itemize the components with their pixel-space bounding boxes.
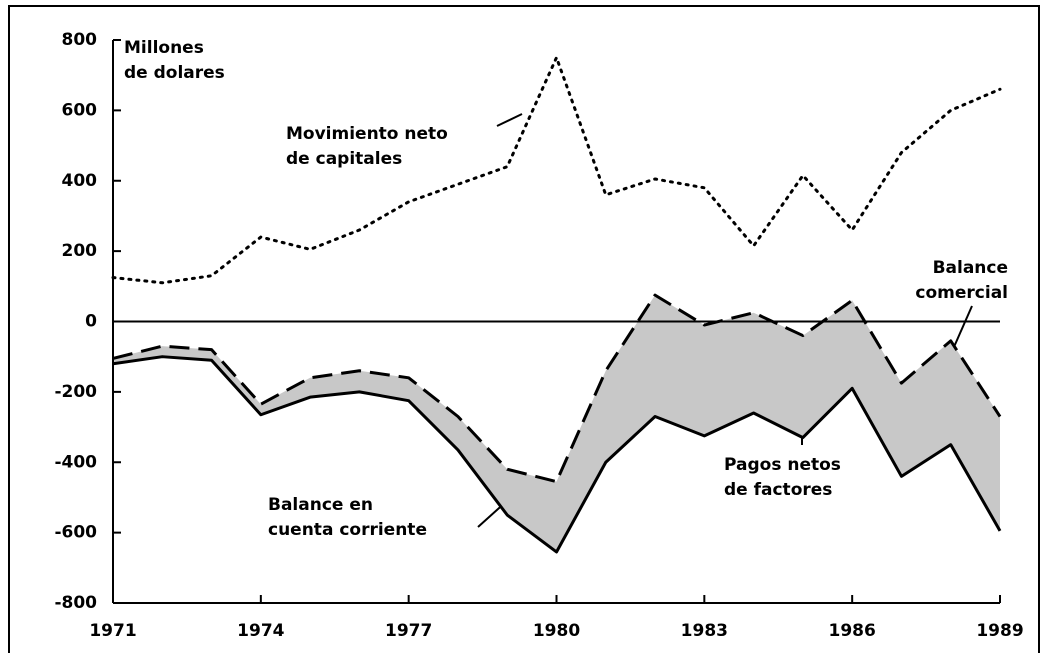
series-line — [111, 56, 1002, 285]
annotation: Pagos netos — [724, 455, 841, 475]
shaded-area — [113, 295, 1000, 552]
frame — [8, 5, 1040, 653]
x-tick-label: 1974 — [237, 621, 284, 641]
y-tick-label: -400 — [54, 452, 97, 472]
y-tick-label: 600 — [62, 100, 98, 120]
y-tick-label: 400 — [62, 171, 98, 191]
annotation: de dolares — [124, 63, 225, 83]
leader — [496, 113, 523, 127]
annotation: de factores — [724, 480, 832, 500]
annotation: Balance — [933, 258, 1008, 278]
x-tick-label: 1980 — [533, 621, 580, 641]
annotation: cuenta corriente — [268, 520, 427, 540]
y-tick-label: -200 — [54, 382, 97, 402]
annotation: de capitales — [286, 149, 402, 169]
y-tick-label: 0 — [85, 312, 97, 332]
annotation: Movimiento neto — [286, 124, 448, 144]
y-tick-label: 800 — [62, 30, 98, 50]
x-tick-label: 1989 — [976, 621, 1023, 641]
annotation: comercial — [915, 283, 1008, 303]
annotation: Millones — [124, 38, 204, 58]
y-tick-label: -800 — [54, 593, 97, 613]
series-line — [112, 355, 1002, 554]
y-tick-label: 200 — [62, 241, 98, 261]
x-tick-label: 1983 — [681, 621, 728, 641]
x-tick-label: 1986 — [829, 621, 876, 641]
y-tick-label: -600 — [54, 523, 97, 543]
x-tick-label: 1971 — [89, 621, 136, 641]
x-tick-label: 1977 — [385, 621, 432, 641]
annotation: Balance en — [268, 495, 373, 515]
